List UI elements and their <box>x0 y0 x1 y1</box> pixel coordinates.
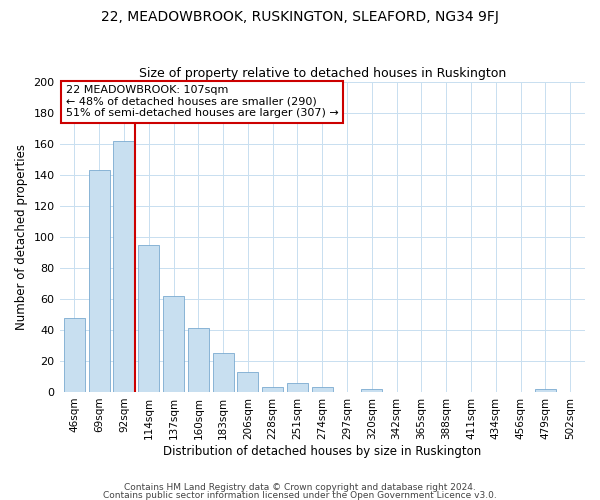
Bar <box>361 389 382 392</box>
Bar <box>312 388 333 392</box>
Bar <box>89 170 110 392</box>
Bar <box>535 389 556 392</box>
Bar <box>287 382 308 392</box>
Bar <box>188 328 209 392</box>
Text: 22, MEADOWBROOK, RUSKINGTON, SLEAFORD, NG34 9FJ: 22, MEADOWBROOK, RUSKINGTON, SLEAFORD, N… <box>101 10 499 24</box>
Bar <box>238 372 259 392</box>
Bar <box>113 141 134 392</box>
Title: Size of property relative to detached houses in Ruskington: Size of property relative to detached ho… <box>139 66 506 80</box>
Bar <box>64 318 85 392</box>
Text: Contains HM Land Registry data © Crown copyright and database right 2024.: Contains HM Land Registry data © Crown c… <box>124 484 476 492</box>
Bar <box>262 388 283 392</box>
Text: 22 MEADOWBROOK: 107sqm
← 48% of detached houses are smaller (290)
51% of semi-de: 22 MEADOWBROOK: 107sqm ← 48% of detached… <box>66 85 338 118</box>
Bar <box>138 245 160 392</box>
Text: Contains public sector information licensed under the Open Government Licence v3: Contains public sector information licen… <box>103 490 497 500</box>
Y-axis label: Number of detached properties: Number of detached properties <box>15 144 28 330</box>
Bar <box>212 353 233 392</box>
Bar <box>163 296 184 392</box>
X-axis label: Distribution of detached houses by size in Ruskington: Distribution of detached houses by size … <box>163 444 481 458</box>
